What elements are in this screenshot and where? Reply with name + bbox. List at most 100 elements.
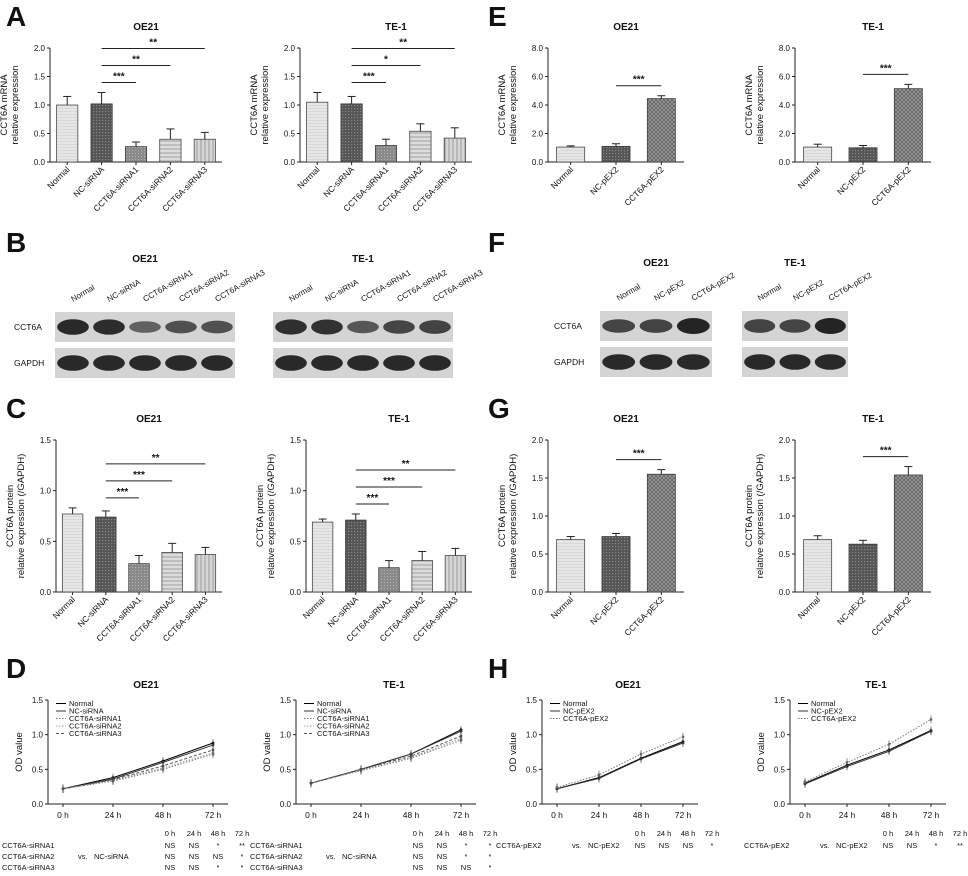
- significance-label: **: [402, 459, 410, 470]
- x-tick-label: 24 h: [105, 810, 122, 820]
- x-tick-label: 48 h: [403, 810, 420, 820]
- stats-header: 0 h: [883, 829, 893, 838]
- blot-band: [347, 320, 379, 334]
- x-tick-label: Normal: [796, 164, 823, 191]
- bar: [124, 146, 148, 163]
- stats-vs: vs.: [78, 852, 88, 861]
- y-axis-label: relative expression (/GAPDH): [266, 454, 277, 579]
- significance-label: ***: [113, 71, 125, 82]
- panel-label-d: D: [6, 653, 26, 684]
- significance-label: **: [399, 37, 407, 48]
- blot-title: TE-1: [352, 254, 374, 265]
- line-chart-h2: TE-1 0.0 0.5 1.0 1.5 OD value 0 h 24 h 48 h 72 h N…: [744, 680, 967, 850]
- bar-y-tick-label: 0.0: [290, 588, 302, 597]
- stats-cell: NS: [437, 863, 447, 872]
- stats-group-label: CCT6A-pEX2: [744, 841, 789, 850]
- bar: [95, 516, 117, 593]
- significance-label: ***: [880, 63, 892, 74]
- stats-group-label: CCT6A-siRNA3: [2, 863, 55, 872]
- stats-group-label: CCT6A-siRNA2: [250, 852, 303, 861]
- legend-entry: NC-siRNA: [69, 707, 104, 716]
- series-line: [556, 741, 684, 790]
- x-tick-label: NC-siRNA: [75, 594, 110, 629]
- panel-label-g: G: [488, 393, 510, 424]
- chart-title: OE21: [613, 414, 639, 425]
- blot-band: [93, 319, 125, 335]
- stats-cell: NS: [461, 863, 471, 872]
- bar-y-tick-label: 0.0: [532, 588, 544, 597]
- stats-control: NC-pEX2: [588, 841, 620, 850]
- bar: [56, 104, 79, 163]
- bar-y-tick-label: 4.0: [532, 101, 544, 110]
- series-line: [556, 742, 684, 790]
- stats-cell: *: [465, 852, 468, 861]
- bar-y-tick-label: 0.5: [290, 537, 302, 546]
- blot-band: [639, 319, 673, 333]
- y-axis-label: CCT6A mRNA: [497, 74, 508, 136]
- stats-cell: *: [711, 841, 714, 850]
- blot-band: [602, 354, 636, 370]
- bar-y-tick-label: 1.0: [779, 512, 791, 521]
- stats-cell: NS: [189, 863, 199, 872]
- x-tick-label: NC-pEX2: [588, 594, 621, 627]
- chart-title: TE-1: [383, 680, 405, 691]
- bar-y-tick-label: 1.0: [284, 101, 296, 110]
- significance-label: ***: [133, 470, 145, 481]
- blot-band: [383, 320, 415, 334]
- bar: [803, 539, 833, 593]
- y-axis-label: CCT6A protein: [5, 485, 16, 547]
- bar-y-tick-label: 0.5: [40, 537, 52, 546]
- blot-band: [347, 355, 379, 371]
- x-tick-label: 72 h: [453, 810, 470, 820]
- bar: [803, 146, 833, 163]
- bar-y-tick-label: 0.0: [779, 588, 791, 597]
- bar-chart-g2: TE-1 0.0 0.5 1.0 1.5 2.0 CCT6A protein relative…: [744, 414, 931, 638]
- y-axis-label: relative expression: [755, 65, 766, 144]
- x-tick-label: NC-pEX2: [835, 164, 868, 197]
- stats-header: 24 h: [435, 829, 450, 838]
- x-tick-label: 0 h: [305, 810, 317, 820]
- y-axis-label: relative expression (/GAPDH): [16, 454, 27, 579]
- x-tick-label: 0 h: [551, 810, 563, 820]
- bar-y-tick-label: 0.5: [779, 550, 791, 559]
- stats-group-label: CCT6A-siRNA3: [250, 863, 303, 872]
- blot-band: [57, 355, 89, 371]
- bar: [893, 88, 923, 163]
- lane-label: Normal: [70, 283, 97, 304]
- bar: [601, 536, 631, 593]
- bar-y-tick-label: 1.0: [34, 101, 46, 110]
- bar: [411, 560, 433, 593]
- line-chart-d1: OE21 0.0 0.5 1.0 1.5 OD value 0 h 24 h 48 h 72 h N…: [2, 680, 249, 872]
- blot-band: [201, 355, 233, 371]
- legend-entry: NC-pEX2: [811, 707, 843, 716]
- bar: [378, 567, 400, 593]
- bar: [90, 103, 113, 163]
- line-y-tick-label: 1.5: [32, 696, 44, 705]
- stats-cell: *: [489, 841, 492, 850]
- significance-label: ***: [117, 487, 129, 498]
- bar: [340, 103, 363, 163]
- blot-row-label: GAPDH: [14, 358, 44, 368]
- series-line: [62, 742, 214, 790]
- stats-cell: NS: [165, 852, 175, 861]
- y-axis-label: OD value: [508, 732, 519, 772]
- bar: [161, 552, 183, 593]
- x-tick-label: CCT6A-pEX2: [622, 164, 666, 208]
- bar: [128, 563, 150, 593]
- legend-entry: CCT6A-siRNA2: [69, 722, 122, 731]
- stats-cell: NS: [165, 841, 175, 850]
- bar-y-tick-label: 8.0: [779, 44, 791, 53]
- line-y-tick-label: 0.0: [526, 800, 538, 809]
- line-y-tick-label: 0.0: [774, 800, 786, 809]
- line-y-tick-label: 0.0: [32, 800, 44, 809]
- bar-y-tick-label: 6.0: [532, 73, 544, 82]
- bar: [374, 145, 398, 163]
- stats-header: 72 h: [483, 829, 498, 838]
- blot-title: TE-1: [784, 258, 806, 269]
- x-tick-label: 24 h: [353, 810, 370, 820]
- bar: [443, 137, 466, 163]
- stats-header: 0 h: [635, 829, 645, 838]
- blot-row-label: CCT6A: [554, 321, 582, 331]
